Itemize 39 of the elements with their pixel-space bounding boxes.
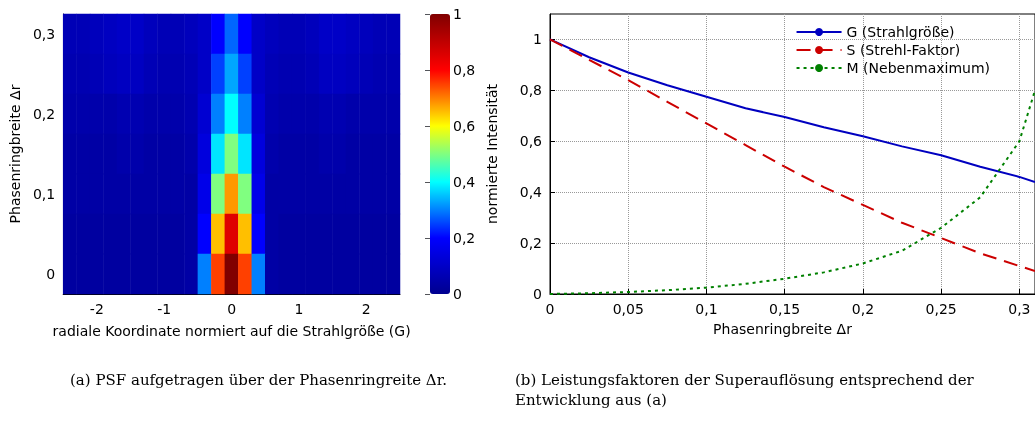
line-series bbox=[549, 38, 1035, 273]
line-series bbox=[549, 38, 1035, 183]
x-tick-label: -2 bbox=[89, 301, 104, 317]
legend-label: G (Strahlgröße) bbox=[846, 24, 955, 40]
x-tick-label: 2 bbox=[361, 301, 371, 317]
legend-label: S (Strehl-Faktor) bbox=[846, 42, 961, 58]
color-bar-label: 0,8 bbox=[453, 62, 476, 78]
color-bar-label: 1 bbox=[453, 6, 462, 22]
x-axis-title: radiale Koordinate normiert auf die Strahlgröße (G) bbox=[52, 323, 411, 339]
color-bar-title: normierte Intensität bbox=[484, 83, 500, 225]
y-tick-label: 0 bbox=[533, 286, 542, 302]
color-bar-label: 0 bbox=[453, 286, 462, 302]
y-tick-label: 0,3 bbox=[32, 26, 56, 42]
y-tick-label: 0,2 bbox=[32, 106, 56, 122]
x-tick-label: 0,15 bbox=[769, 301, 801, 317]
legend-label: M (Nebenmaximum) bbox=[846, 60, 990, 76]
y-tick-label: 0,2 bbox=[519, 235, 542, 252]
text: (b) Leistungsfaktoren der Superauflösung entsprechend der Entwicklung aus (a) bbox=[515, 371, 979, 409]
y-tick-label: 1 bbox=[533, 31, 542, 48]
text: (a) PSF aufgetragen über der Phasenringreite Δr. bbox=[70, 371, 447, 389]
color-bar-label: 0,4 bbox=[453, 174, 476, 190]
y-tick-label: 0,6 bbox=[519, 133, 543, 150]
x-tick-label: 0 bbox=[545, 301, 555, 317]
y-tick-label: 0,4 bbox=[519, 184, 543, 201]
x-tick-label: 0,3 bbox=[1008, 301, 1031, 317]
color-bar-label: 0,2 bbox=[453, 230, 476, 246]
x-axis-title: Phasenringbreite Δr bbox=[713, 321, 853, 337]
x-tick-label: -1 bbox=[157, 301, 172, 317]
y-tick-label: 0,8 bbox=[519, 82, 542, 99]
color-bar-label: 0,6 bbox=[453, 118, 476, 134]
x-tick-label: 0,1 bbox=[695, 301, 718, 317]
x-tick-label: 0,2 bbox=[851, 301, 875, 317]
x-tick-label: 1 bbox=[294, 301, 304, 317]
y-axis-title: Phasenringbreite Δr bbox=[7, 84, 23, 224]
x-tick-label: 0,25 bbox=[925, 301, 957, 317]
x-tick-label: 0 bbox=[227, 301, 237, 317]
y-tick-label: 0,1 bbox=[32, 186, 56, 202]
y-tick-label: 0 bbox=[46, 266, 56, 282]
x-tick-label: 0,05 bbox=[612, 301, 644, 317]
